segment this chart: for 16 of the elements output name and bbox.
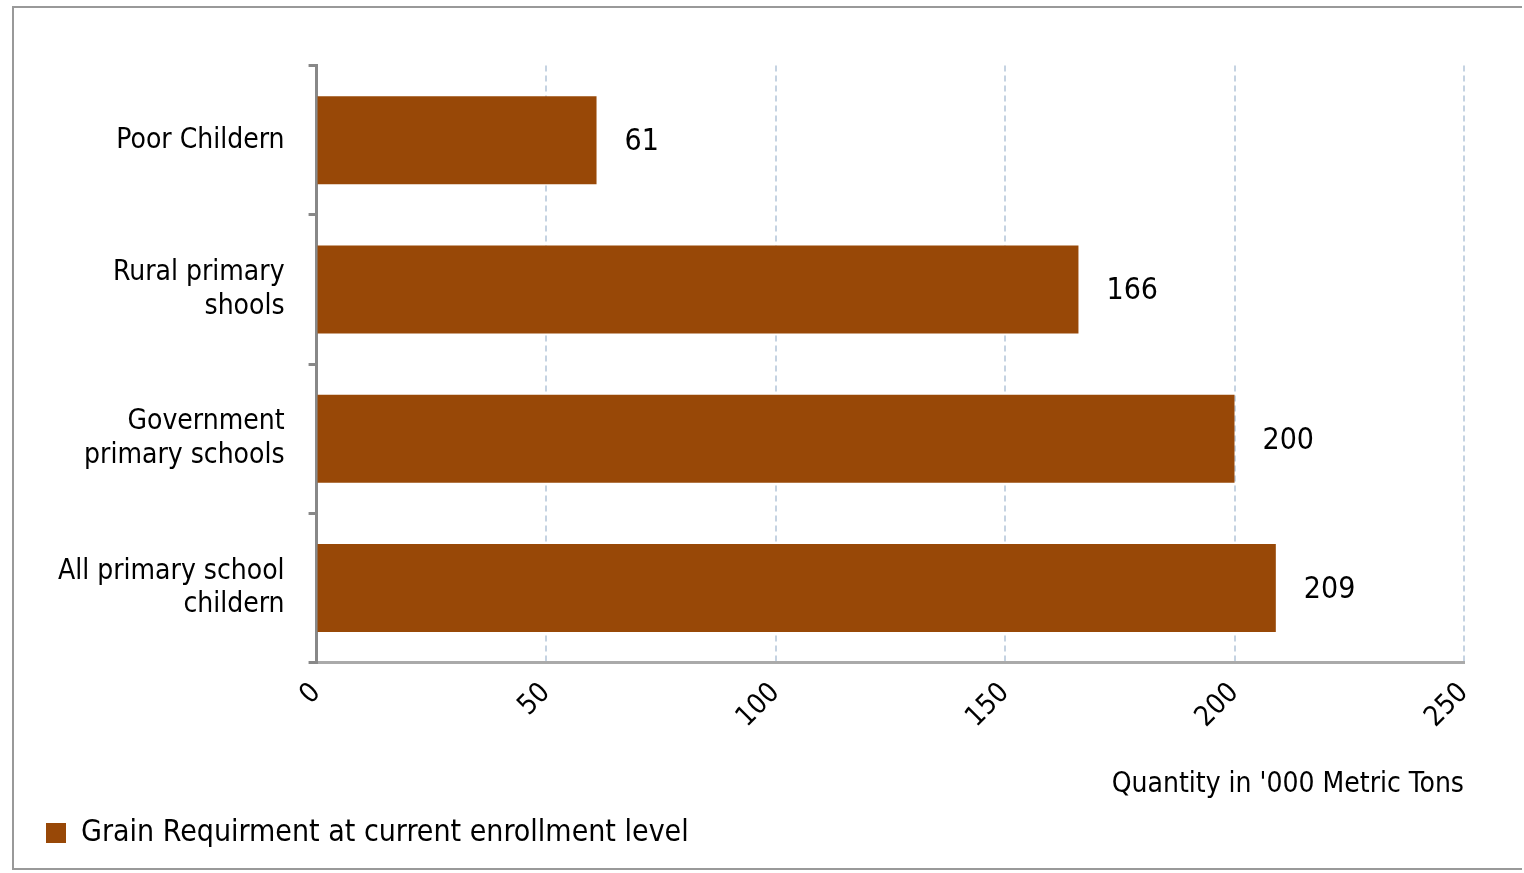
x-tick-label: 150: [957, 675, 1016, 733]
data-label: 209: [1303, 569, 1356, 605]
x-axis-title: Quantity in '000 Metric Tons: [1111, 766, 1464, 800]
y-tick-label: Rural primary shools: [112, 253, 285, 321]
data-label: 200: [1262, 420, 1315, 456]
x-tick-label: 50: [510, 675, 557, 722]
x-tick-label: 100: [728, 675, 786, 733]
data-label: 166: [1106, 271, 1158, 307]
y-tick-label: Poor Childern: [116, 121, 285, 155]
legend-label: Grain Requirment at current enrollment level: [81, 812, 689, 848]
x-tick-label: 200: [1187, 675, 1245, 733]
x-tick-label: 0: [291, 675, 327, 710]
data-label: 61: [624, 122, 659, 158]
x-tick-label: 250: [1416, 675, 1475, 733]
y-tick-label: All primary school childern: [57, 552, 285, 620]
y-tick-label: Government primary schools: [84, 403, 285, 470]
